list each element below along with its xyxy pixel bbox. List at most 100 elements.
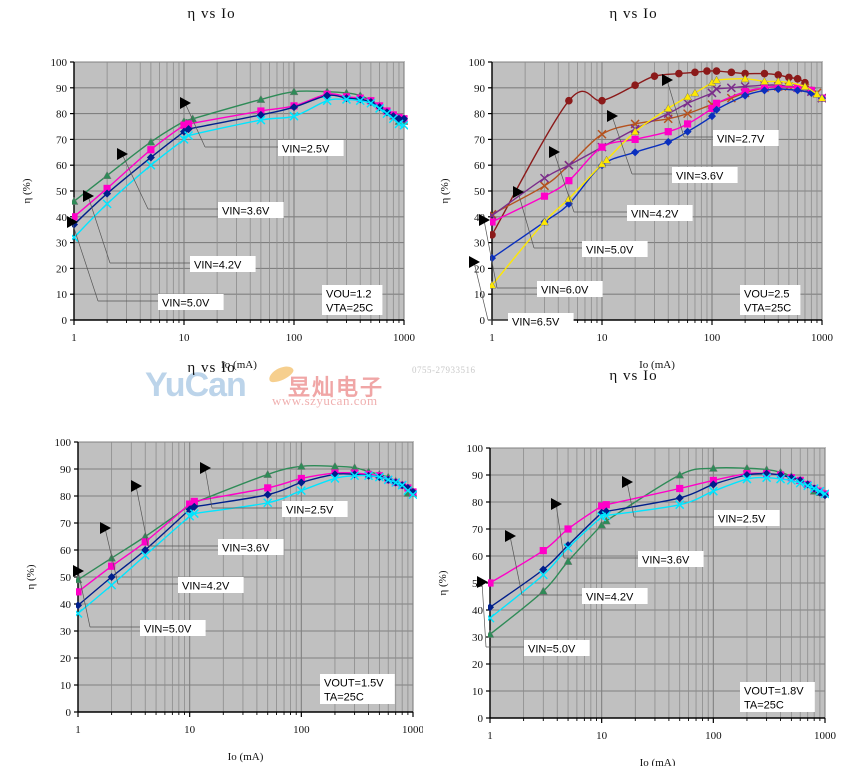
y-tick-label: 30 <box>472 632 484 644</box>
x-tick-label: 100 <box>293 724 310 736</box>
y-tick-label: 10 <box>60 680 72 692</box>
x-axis-label: Io (mA) <box>221 359 257 371</box>
pointer-triangle <box>662 74 673 86</box>
annotation-leader <box>611 115 672 175</box>
x-tick-label: 1 <box>71 332 77 344</box>
annotation-box <box>140 620 206 636</box>
x-tick-label: 1 <box>487 730 493 742</box>
annotation-leader <box>71 221 158 302</box>
series-line <box>489 476 826 619</box>
y-tick-label: 80 <box>56 109 68 121</box>
x-tick-label: 1 <box>75 724 81 736</box>
x-tick-label: 10 <box>184 724 196 736</box>
annotation-label: VIN=5.0V <box>144 624 192 636</box>
y-tick-label: 60 <box>60 545 72 557</box>
y-tick-label: 30 <box>60 626 72 638</box>
annotation-label: VIN=2.5V <box>286 505 334 517</box>
annotation-box <box>672 167 738 183</box>
y-tick-label: 90 <box>60 464 72 476</box>
x-tick-label: 1 <box>489 332 495 344</box>
annotation-leader <box>77 570 140 628</box>
annotation-box <box>278 140 344 156</box>
y-axis-label: η (%) <box>439 178 451 203</box>
x-axis-label: Io (mA) <box>639 359 675 371</box>
condition-line: VOUT=1.8V <box>744 686 804 698</box>
annotations: VIN=2.7V VIN=3.6V VIN=4.2V VIN=5.0V VIN=6.0V… <box>473 79 779 329</box>
annotation-leader <box>517 191 582 249</box>
chart-top-left: η vs Io 0 10 20 30 40 50 60 70 80 90 100 1 10 100 1000… <box>0 0 423 383</box>
y-tick-label: 50 <box>56 186 68 198</box>
y-tick-label: 90 <box>474 83 486 95</box>
pointer-triangle <box>479 214 490 226</box>
annotation-leader <box>666 79 713 138</box>
y-tick-label: 0 <box>480 315 486 327</box>
annotation-leader <box>553 151 627 213</box>
series-group <box>490 67 826 289</box>
x-tick-label: 1000 <box>811 332 834 344</box>
pointer-triangle <box>83 190 94 202</box>
pointer-triangle <box>469 256 480 268</box>
annotation-label: VIN=6.0V <box>541 285 589 297</box>
y-tick-label: 80 <box>474 109 486 121</box>
annotation-leader <box>473 261 508 321</box>
x-tick-label: 1000 <box>402 724 423 736</box>
annotation-box <box>218 539 284 555</box>
y-tick-label: 80 <box>60 491 72 503</box>
y-tick-label: 100 <box>55 437 72 449</box>
y-tick-label: 0 <box>478 713 484 725</box>
y-tick-label: 0 <box>62 315 68 327</box>
annotation-label: VIN=2.5V <box>718 514 766 526</box>
conditions-box: VOUT=1.8V TA=25C <box>740 682 815 712</box>
pointer-triangle <box>549 146 560 158</box>
chart-title: η vs Io <box>187 6 236 22</box>
annotation-leader <box>104 527 178 585</box>
y-tick-label: 20 <box>56 263 68 275</box>
annotation-leader <box>135 485 218 547</box>
pointer-triangle <box>73 565 84 577</box>
annotation-label: VIN=6.5V <box>512 317 560 329</box>
series-group <box>488 463 829 638</box>
y-axis-label: η (%) <box>21 178 33 203</box>
y-tick-label: 20 <box>60 653 72 665</box>
annotation-label: VIN=4.2V <box>194 260 242 272</box>
x-tick-label: 100 <box>286 332 303 344</box>
y-tick-label: 70 <box>472 524 484 536</box>
chart-top-right: η vs Io 01020304050607080901001101001000… <box>422 0 845 383</box>
condition-line: VOU=2.5 <box>744 289 790 301</box>
y-tick-label: 90 <box>56 83 68 95</box>
series-line <box>77 474 414 614</box>
annotation-label: VIN=3.6V <box>222 206 270 218</box>
y-tick-label: 10 <box>474 289 486 301</box>
y-tick-label: 10 <box>56 289 68 301</box>
annotation-box <box>582 241 648 257</box>
series-group <box>72 87 408 242</box>
annotation-box <box>627 205 693 221</box>
y-tick-label: 40 <box>472 605 484 617</box>
annotation-box <box>582 588 648 604</box>
annotation-label: VIN=4.2V <box>586 592 634 604</box>
annotation-label: VIN=5.0V <box>586 245 634 257</box>
conditions-box: VOU=2.5 VTA=25C <box>740 285 801 315</box>
annotation-label: VIN=4.2V <box>182 581 230 593</box>
pointer-triangle <box>622 476 633 488</box>
annotation-leader <box>87 195 190 264</box>
y-tick-label: 90 <box>472 470 484 482</box>
y-tick-label: 10 <box>472 686 484 698</box>
annotation-box <box>508 313 574 329</box>
annotations: VIN=2.5V VIN=3.6V VIN=4.2V VIN=5.0V <box>77 467 348 636</box>
chart-bottom-right: η vs Io 01020304050607080901001101001000… <box>422 364 845 766</box>
annotation-label: VIN=2.7V <box>717 134 765 146</box>
series-VIN=2.7V <box>490 67 826 239</box>
condition-line: VTA=25C <box>744 303 791 315</box>
annotation-label: VIN=5.0V <box>528 644 576 656</box>
annotations: VIN=2.5V VIN=3.6V VIN=4.2V VIN=5.0V <box>71 102 344 310</box>
annotation-leader <box>483 219 537 289</box>
pointer-triangle <box>200 462 211 474</box>
annotation-label: VIN=4.2V <box>631 209 679 221</box>
annotation-box <box>190 256 256 272</box>
y-tick-label: 100 <box>469 57 486 69</box>
x-tick-label: 10 <box>596 730 608 742</box>
y-tick-label: 30 <box>474 238 486 250</box>
chart-bottom-left: η vs Io 0 10 20 30 40 50 60 70 80 90 100 1 10 100 1000… <box>0 356 423 766</box>
